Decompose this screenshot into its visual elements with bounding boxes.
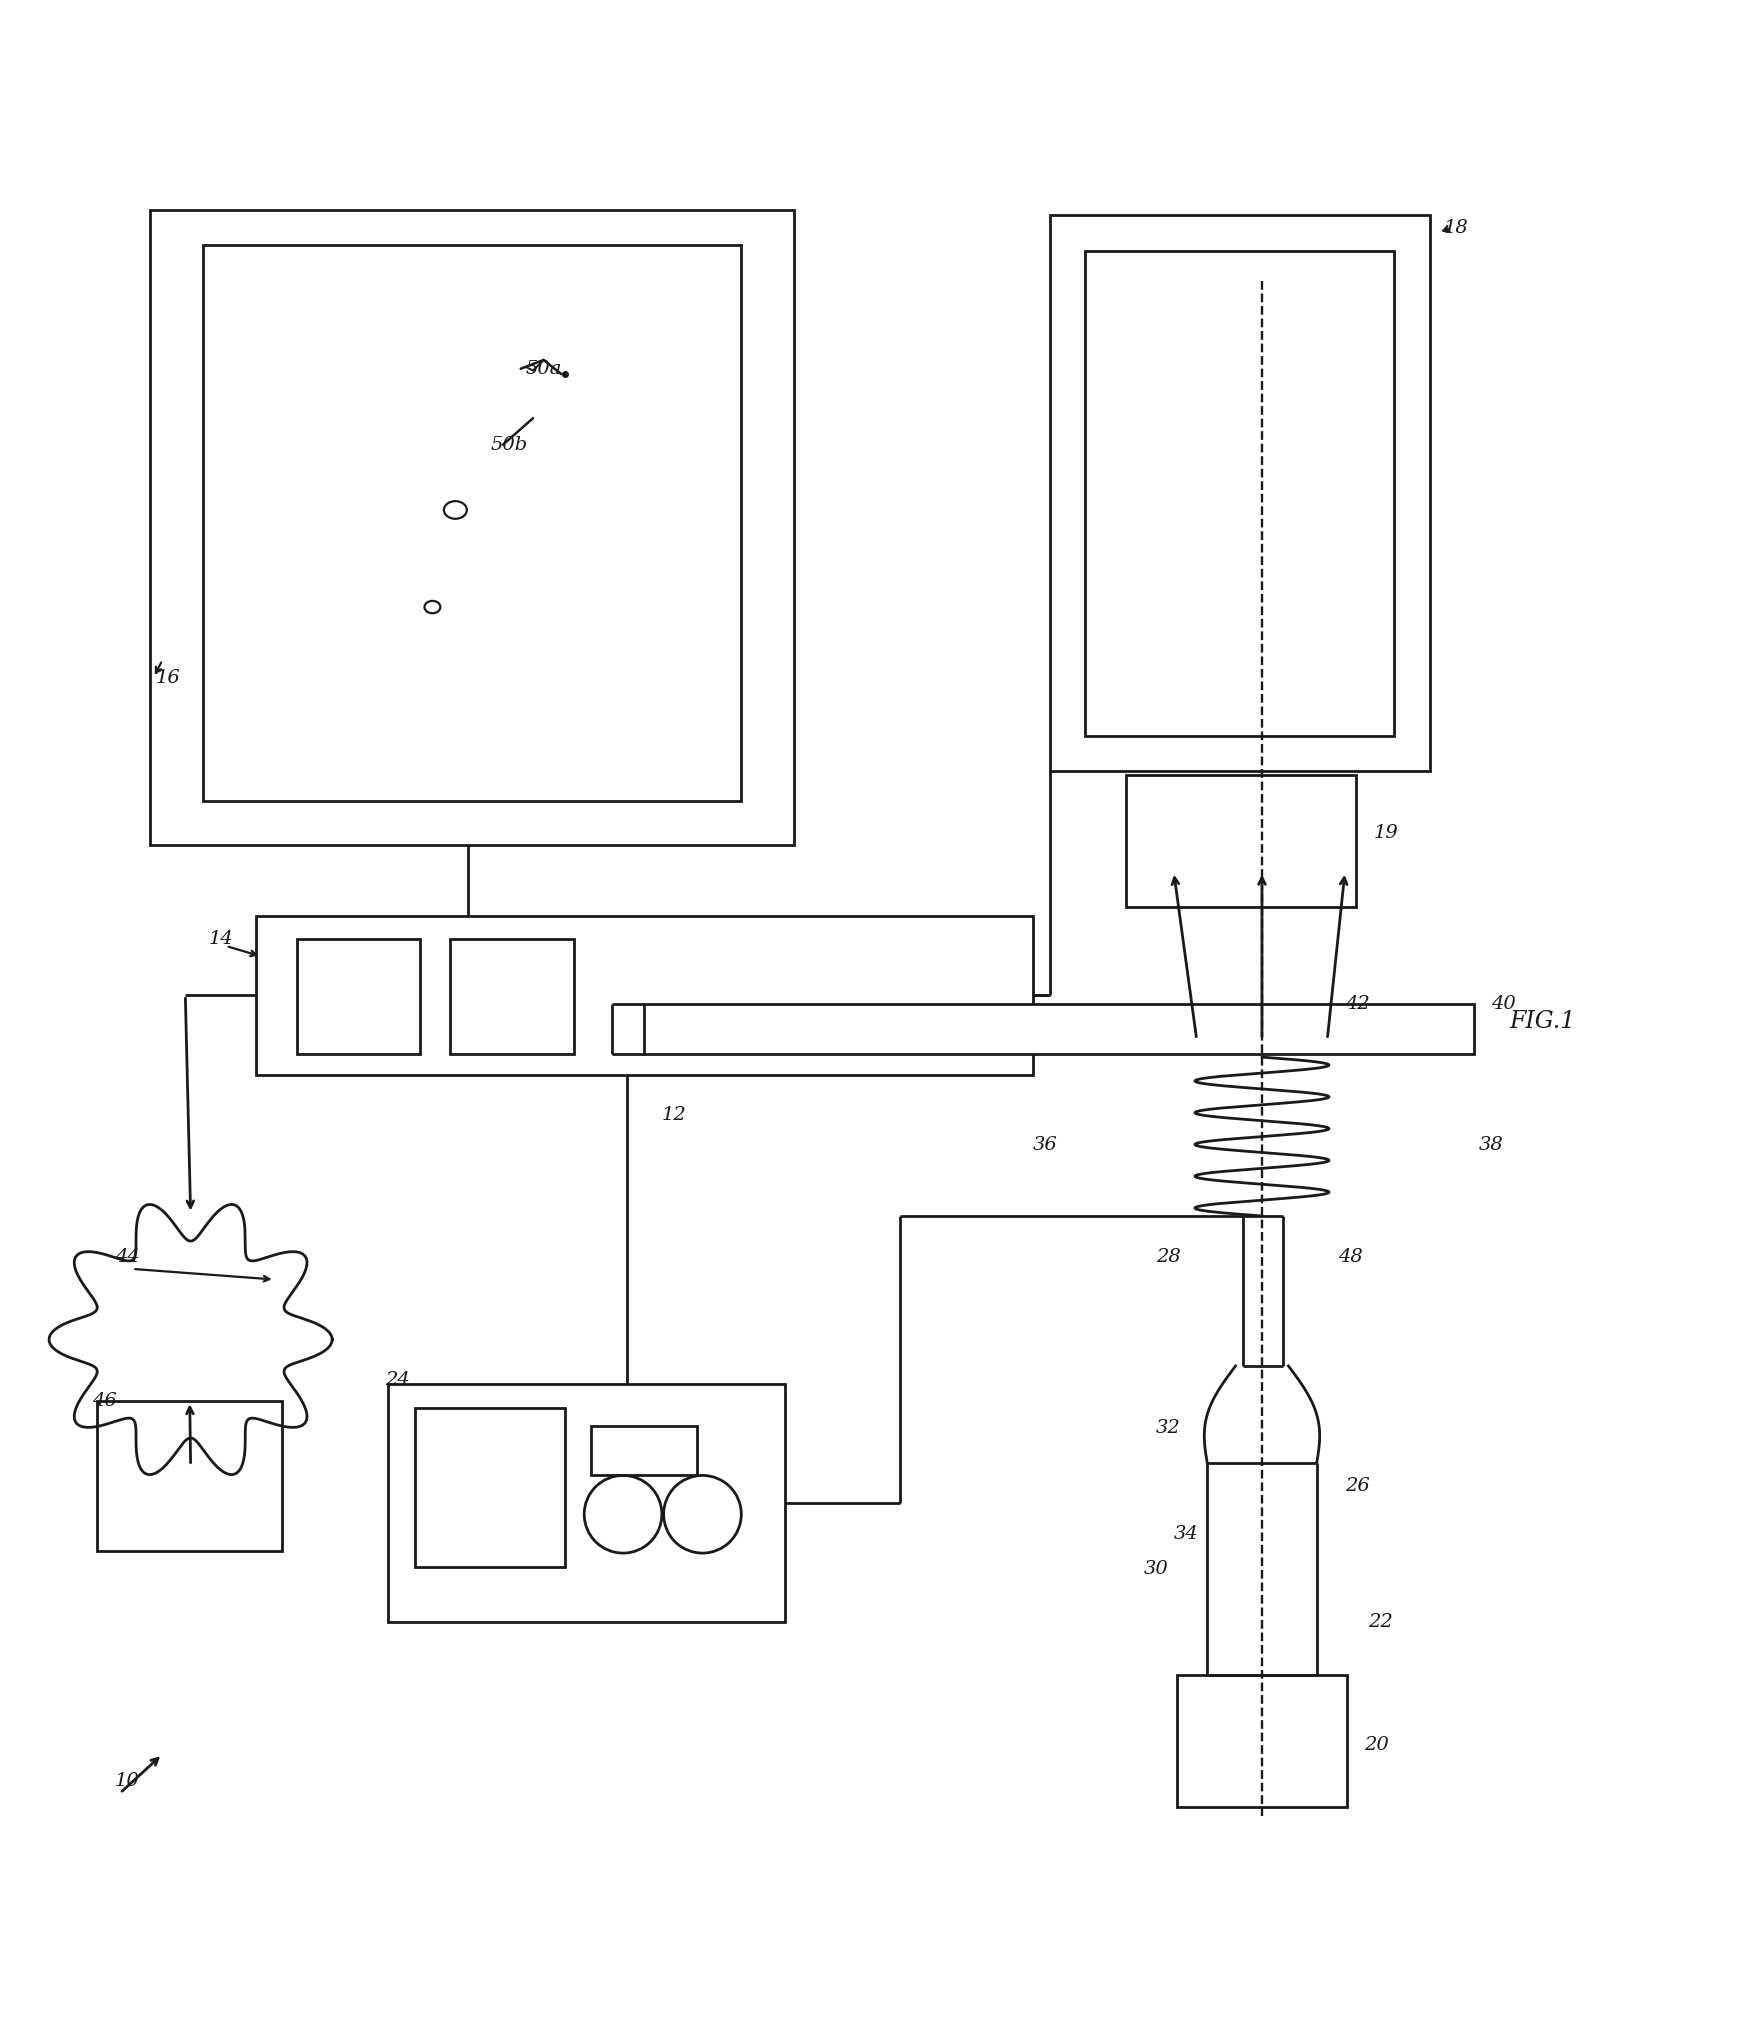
Bar [415, 1408, 564, 1568]
Text: 30: 30 [1143, 1560, 1168, 1578]
Text: 16: 16 [155, 669, 180, 687]
Text: 24: 24 [385, 1372, 409, 1390]
Text: 22: 22 [1367, 1613, 1392, 1631]
Bar [1177, 1676, 1346, 1807]
Bar [296, 938, 420, 1054]
Bar [450, 938, 573, 1054]
Text: 12: 12 [662, 1106, 686, 1124]
Text: 50a: 50a [526, 361, 563, 377]
Text: 19: 19 [1372, 825, 1397, 843]
Text: 10: 10 [115, 1773, 139, 1789]
Ellipse shape [445, 500, 466, 519]
Bar [1125, 774, 1355, 908]
Text: 46: 46 [92, 1392, 116, 1410]
Text: 18: 18 [1443, 219, 1468, 237]
Bar [1050, 215, 1429, 772]
Text: 44: 44 [115, 1248, 139, 1266]
Bar [591, 1426, 697, 1475]
Text: 50b: 50b [490, 436, 527, 454]
Text: 48: 48 [1337, 1248, 1362, 1266]
Bar [644, 1005, 1473, 1054]
Text: 38: 38 [1478, 1137, 1503, 1155]
Bar [203, 245, 741, 800]
Bar [388, 1384, 785, 1623]
Bar [97, 1402, 282, 1552]
Text: 14: 14 [208, 930, 233, 948]
Text: 40: 40 [1491, 995, 1515, 1013]
Text: FIG.1: FIG.1 [1508, 1011, 1575, 1033]
Text: 26: 26 [1344, 1477, 1369, 1495]
Ellipse shape [425, 602, 441, 614]
Bar [256, 916, 1032, 1074]
Bar [150, 211, 794, 845]
Text: 36: 36 [1032, 1137, 1057, 1155]
Text: 20: 20 [1364, 1736, 1388, 1755]
Bar [1085, 251, 1394, 735]
Text: 28: 28 [1155, 1248, 1180, 1266]
Text: 42: 42 [1344, 995, 1369, 1013]
Text: 34: 34 [1173, 1526, 1198, 1542]
Text: 32: 32 [1155, 1418, 1180, 1436]
